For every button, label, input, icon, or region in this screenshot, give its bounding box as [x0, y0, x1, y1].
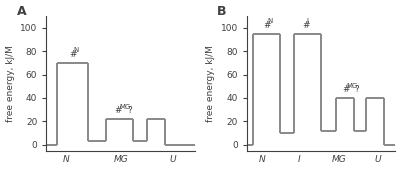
Text: ?: ?	[127, 106, 132, 115]
Y-axis label: free energy, kJ/M: free energy, kJ/M	[6, 45, 14, 122]
Y-axis label: free energy, kJ/M: free energy, kJ/M	[206, 45, 215, 122]
Text: N: N	[267, 18, 273, 24]
Text: I: I	[306, 18, 308, 24]
Text: N: N	[73, 47, 79, 54]
Text: MG: MG	[119, 104, 130, 110]
Text: #: #	[69, 50, 77, 59]
Text: A: A	[17, 5, 26, 18]
Text: #: #	[263, 21, 271, 30]
Text: B: B	[217, 5, 227, 18]
Text: #: #	[342, 85, 349, 94]
Text: #: #	[115, 106, 122, 115]
Text: ?: ?	[354, 85, 359, 94]
Text: #: #	[302, 21, 309, 30]
Text: MG: MG	[346, 83, 358, 89]
